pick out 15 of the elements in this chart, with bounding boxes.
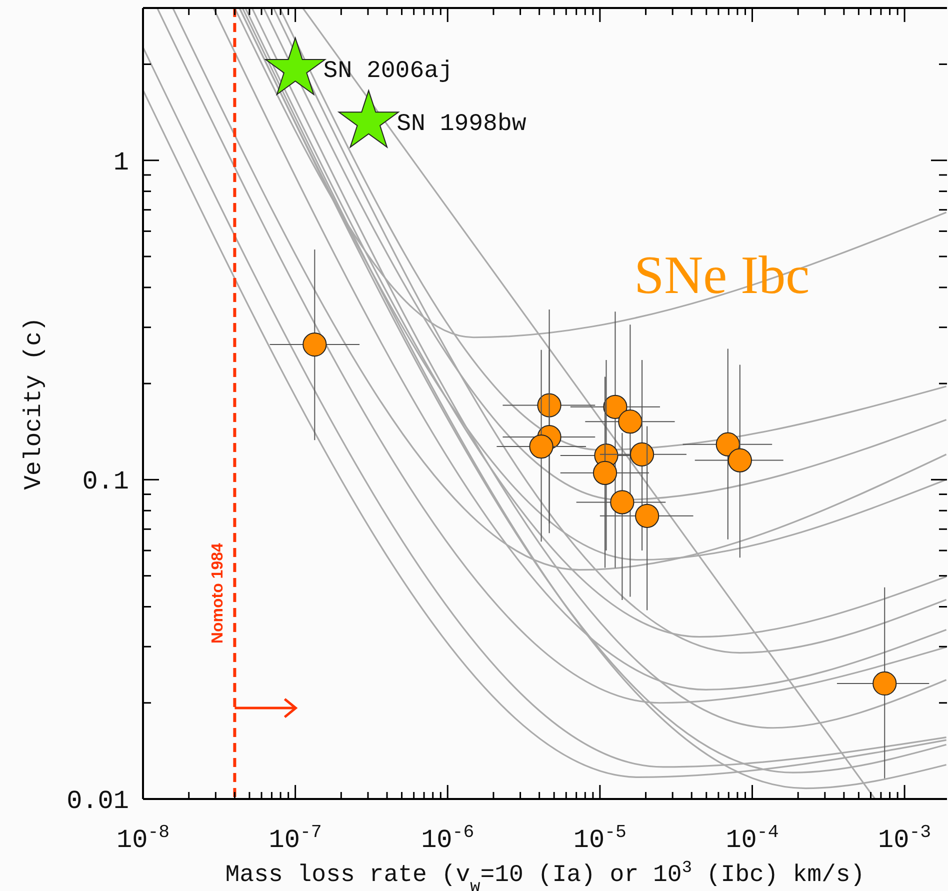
x-tick-label: 10$^{-6}$ [421, 823, 474, 855]
x-tick-label: 10$^{-4}$ [726, 823, 779, 855]
x-axis-title: Mass loss rate (v$_{w}$=10 (Ia) or 10$^{3}$ (Ibc) km/s) [225, 858, 865, 891]
x-tick-label: 10$^{-7}$ [268, 823, 322, 855]
y-tick-label: 0.01 [66, 786, 129, 816]
y-tick-label: 0.1 [82, 466, 129, 497]
x-tick-label: 10$^{-3}$ [878, 823, 932, 855]
annotation: SNe Ibc [634, 244, 810, 305]
y-axis-title: Velocity (c) [21, 317, 48, 490]
y-tick-label: 1 [113, 147, 129, 178]
x-tick-label: 10$^{-8}$ [116, 823, 170, 855]
ref-line-label: Nomoto 1984 [210, 543, 227, 644]
series-label: SN 2006aj [323, 58, 453, 86]
x-tick-label: 10$^{-5}$ [573, 823, 626, 855]
series-label: SN 1998bw [396, 110, 527, 138]
